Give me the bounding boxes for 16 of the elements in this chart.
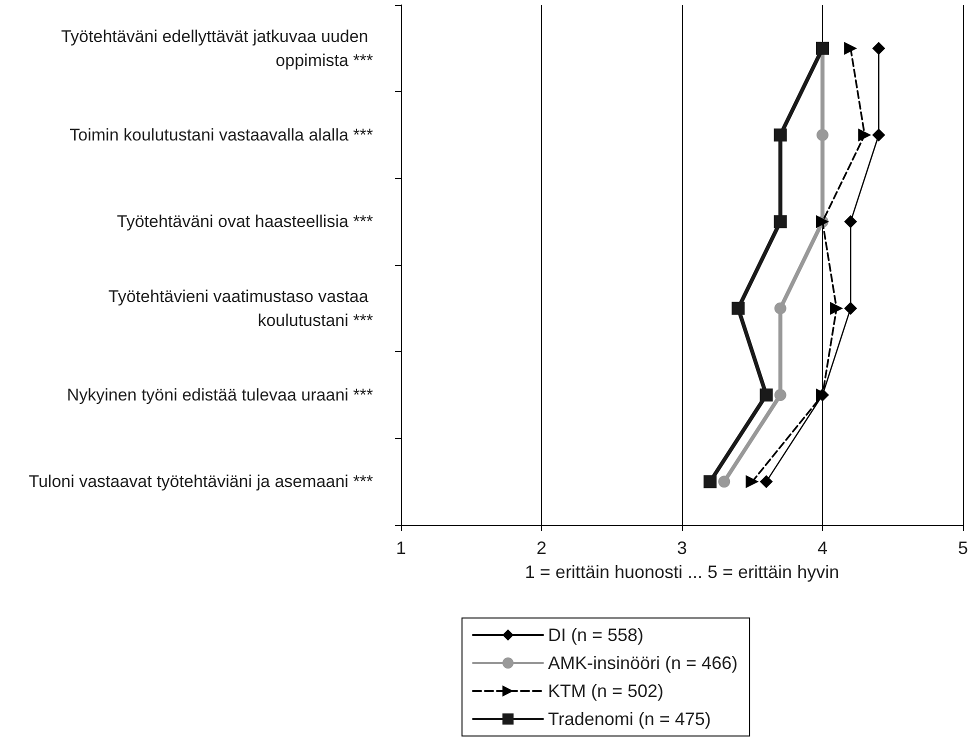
y-tick-label: Työtehtäväni ovat haasteellisia *** xyxy=(116,212,374,232)
legend-label: AMK-insinööri (n = 466) xyxy=(548,653,738,673)
x-axis-title: 1 = erittäin huonosti ... 5 = erittäin hyvin xyxy=(524,562,840,582)
x-tick-label: 4 xyxy=(817,538,828,558)
x-tick-label: 1 xyxy=(396,538,406,558)
y-tick-label: Toimin koulutustani vastaavalla alalla *** xyxy=(70,126,374,144)
legend-label: Tradenomi (n = 475) xyxy=(548,709,711,729)
legend-label: DI (n = 558) xyxy=(548,625,644,645)
y-tick-label: Työtehtävieni vaatimustaso vastaa koulutustani *** xyxy=(108,286,374,330)
legend-label: KTM (n = 502) xyxy=(548,681,664,701)
x-tick-label: 5 xyxy=(958,538,968,558)
y-tick-label: Tuloni vastaavat työtehtäviäni ja asemaani *** xyxy=(28,472,374,492)
y-tick-label: Nykyinen työni edistää tulevaa uraani *** xyxy=(66,386,374,404)
y-tick-label: Työtehtäväni edellyttävät jatkuvaa uuden oppimista *** xyxy=(61,26,374,70)
x-tick-label: 3 xyxy=(676,538,688,558)
x-tick-label: 2 xyxy=(536,538,547,558)
